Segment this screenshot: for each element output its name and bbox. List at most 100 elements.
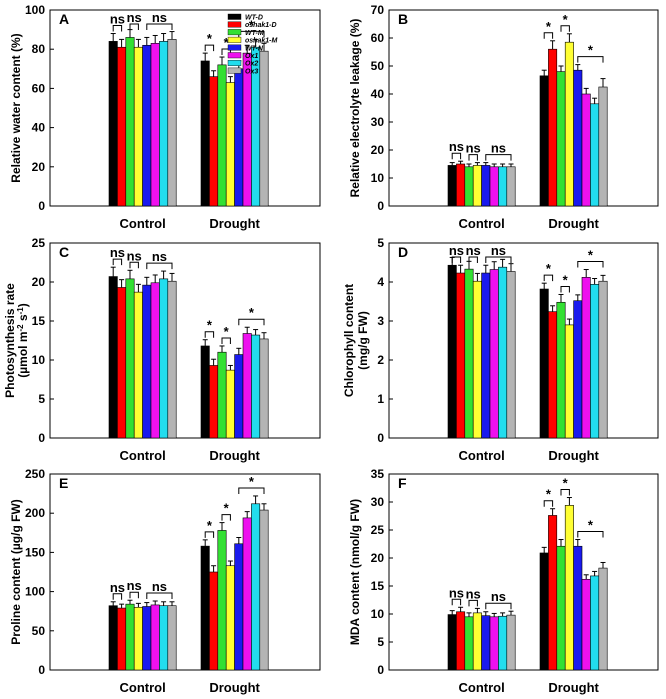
y-tick-label: 150 bbox=[25, 545, 45, 559]
bar bbox=[581, 93, 591, 207]
bar bbox=[598, 567, 608, 671]
y-tick-label: 30 bbox=[371, 495, 385, 509]
bar bbox=[472, 280, 482, 439]
bar bbox=[506, 271, 516, 439]
bar bbox=[590, 575, 600, 671]
legend-swatch bbox=[227, 29, 242, 36]
bar bbox=[447, 614, 457, 671]
significance-label: * bbox=[207, 318, 213, 333]
bar bbox=[539, 288, 549, 439]
bar bbox=[539, 75, 549, 207]
bar bbox=[556, 71, 566, 207]
significance-label: ns bbox=[491, 589, 506, 604]
legend-label: Ox1 bbox=[245, 53, 258, 60]
y-tick-label: 100 bbox=[25, 585, 45, 599]
bar bbox=[234, 543, 244, 671]
bar bbox=[472, 165, 482, 207]
significance-label: ns bbox=[449, 243, 464, 258]
y-tick-label: 200 bbox=[25, 506, 45, 520]
bar bbox=[225, 565, 235, 671]
significance-label: ns bbox=[110, 12, 125, 27]
bar bbox=[217, 64, 227, 207]
significance-bracket bbox=[485, 154, 512, 161]
bar bbox=[225, 369, 235, 439]
bar bbox=[456, 611, 466, 671]
bar bbox=[481, 165, 491, 207]
significance-label: * bbox=[224, 324, 230, 339]
bar bbox=[150, 604, 160, 671]
legend-swatch bbox=[227, 67, 242, 74]
significance-bracket bbox=[129, 261, 139, 269]
significance-bracket bbox=[238, 318, 265, 326]
unit-text: s bbox=[16, 314, 30, 324]
y-tick-label: 0 bbox=[38, 431, 45, 445]
x-category-label: Control bbox=[119, 680, 165, 695]
bar bbox=[150, 43, 160, 207]
bar bbox=[117, 46, 127, 207]
significance-bracket bbox=[146, 23, 173, 30]
x-category-label: Drought bbox=[209, 680, 260, 695]
bar bbox=[142, 284, 152, 439]
y-tick-label: 0 bbox=[38, 199, 45, 213]
panel-e: 0 50 100 150 200 250 E Proline content (µg/g FW… bbox=[9, 467, 321, 695]
bar bbox=[159, 605, 169, 671]
y-tick-label: 20 bbox=[32, 160, 46, 174]
bar bbox=[234, 354, 244, 439]
bar bbox=[167, 280, 177, 439]
panel-d: 0 1 2 3 4 5D Chlorophyll content (mg/g FW) Contr… bbox=[342, 236, 659, 463]
y-tick-label: 50 bbox=[371, 59, 385, 73]
bar bbox=[133, 46, 143, 207]
x-category-label: Control bbox=[458, 216, 504, 231]
significance-label: * bbox=[224, 501, 230, 516]
y-tick-label: 100 bbox=[25, 3, 45, 17]
bar bbox=[456, 163, 466, 207]
bar bbox=[259, 338, 269, 439]
y-tick-label: 70 bbox=[371, 3, 385, 17]
bar bbox=[564, 505, 574, 671]
significance-bracket bbox=[485, 602, 512, 610]
bar bbox=[159, 278, 169, 439]
y-tick-label: 60 bbox=[371, 31, 385, 45]
significance-bracket bbox=[560, 25, 570, 32]
bar bbox=[133, 606, 143, 671]
significance-label: ns bbox=[152, 249, 167, 264]
y-axis-label: (mg/g FW) bbox=[356, 311, 370, 370]
significance-label: * bbox=[588, 518, 594, 533]
panel-a: 0 20 40 60 80 100 A Relative water content (%) C… bbox=[9, 3, 321, 231]
legend-label: oshak1-D bbox=[245, 22, 277, 29]
bar bbox=[498, 266, 508, 439]
legend-swatch bbox=[227, 21, 242, 28]
significance-label: ns bbox=[152, 579, 167, 594]
significance-bracket bbox=[543, 32, 554, 39]
y-tick-label: 5 bbox=[377, 236, 384, 250]
bar bbox=[464, 166, 474, 207]
significance-bracket bbox=[577, 531, 604, 538]
significance-label: * bbox=[207, 31, 213, 46]
legend-swatch bbox=[227, 36, 242, 43]
plot-frame bbox=[49, 9, 321, 207]
y-tick-label: 80 bbox=[32, 42, 46, 56]
bar bbox=[556, 545, 566, 671]
significance-bracket bbox=[560, 285, 570, 293]
y-tick-label: 20 bbox=[371, 143, 385, 157]
significance-label: ns bbox=[127, 10, 142, 25]
bar bbox=[200, 345, 210, 439]
significance-label: ns bbox=[491, 141, 506, 156]
panel-b: 0 10 20 30 40 50 60 70 B Relative electrolyte lea… bbox=[348, 3, 659, 231]
significance-bracket bbox=[112, 593, 123, 600]
significance-bracket bbox=[204, 331, 215, 338]
bar bbox=[481, 272, 491, 439]
significance-label: * bbox=[546, 487, 552, 502]
bar bbox=[489, 616, 499, 671]
bar bbox=[142, 606, 152, 671]
legend-label: WT-N bbox=[245, 45, 264, 52]
unit-text: (µmol m bbox=[16, 332, 30, 378]
unit-exponent: -1 bbox=[16, 307, 25, 315]
y-axis-label: Chlorophyll content bbox=[342, 284, 356, 397]
significance-bracket bbox=[146, 592, 173, 600]
significance-bracket bbox=[238, 487, 265, 494]
bar bbox=[598, 280, 608, 439]
significance-bracket bbox=[468, 599, 478, 607]
